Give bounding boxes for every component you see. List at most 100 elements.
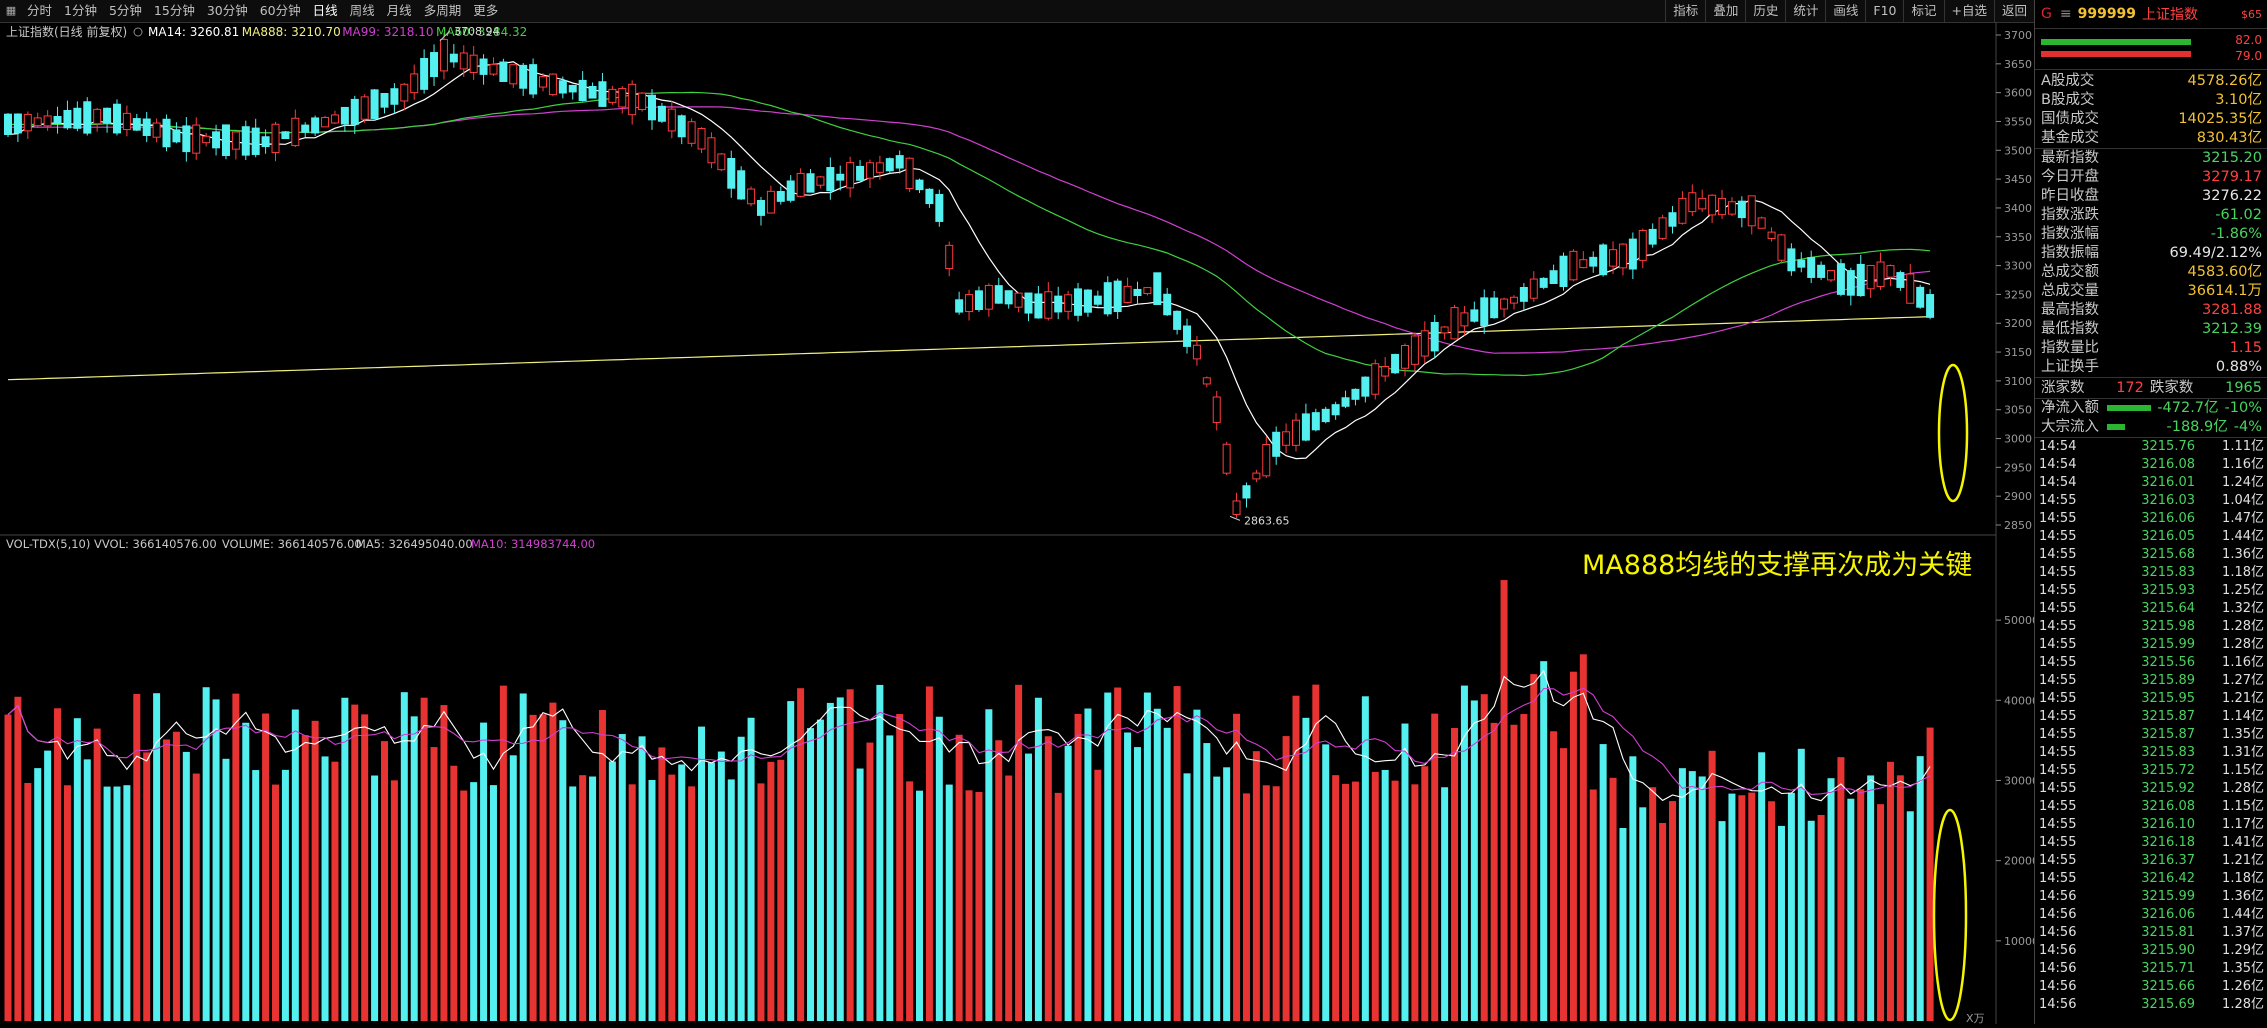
- candle: [312, 118, 319, 133]
- volume-bar: [440, 705, 447, 1021]
- candle: [341, 107, 348, 124]
- volume-bar: [1828, 778, 1835, 1021]
- volume-bar: [1193, 710, 1200, 1021]
- tick-time: 14:54: [2039, 474, 2115, 492]
- annotation-text: MA888均线的支撑再次成为关键: [1582, 550, 1972, 581]
- candle: [500, 62, 507, 81]
- volume-bar: [1283, 736, 1290, 1021]
- period-tab-4[interactable]: 30分钟: [201, 0, 254, 22]
- volume-bar: [1619, 828, 1626, 1021]
- tool-button-8[interactable]: 返回: [1994, 0, 2034, 22]
- candle: [1451, 308, 1458, 339]
- tick-amount: 1.32亿: [2195, 600, 2264, 618]
- volume-bar: [1164, 728, 1171, 1021]
- tick-price: 3215.81: [2115, 924, 2195, 942]
- menu-icon[interactable]: ≡: [2060, 6, 2072, 22]
- volume-bar: [1679, 768, 1686, 1021]
- volume-bar: [896, 714, 903, 1021]
- layout-icon[interactable]: ▦: [4, 4, 18, 18]
- tool-button-1[interactable]: 叠加: [1705, 0, 1745, 22]
- tool-button-2[interactable]: 历史: [1745, 0, 1785, 22]
- candle: [1748, 196, 1755, 226]
- tool-button-5[interactable]: F10: [1865, 0, 1903, 22]
- candle: [292, 118, 299, 145]
- candle: [153, 123, 160, 137]
- volume-bar: [718, 752, 725, 1021]
- candle: [688, 122, 695, 144]
- candle: [1223, 444, 1230, 473]
- candle: [1877, 262, 1884, 287]
- tick-amount: 1.35亿: [2195, 726, 2264, 744]
- quote-value: -61.02: [2215, 206, 2262, 225]
- volume-bar: [1550, 731, 1557, 1021]
- tool-button-0[interactable]: 指标: [1665, 0, 1705, 22]
- candle: [995, 286, 1002, 304]
- volume-bar: [866, 743, 873, 1021]
- tick-price: 3215.66: [2115, 978, 2195, 996]
- advance-decline: 涨家数 172 跌家数 1965: [2035, 378, 2267, 398]
- volume-bar: [5, 715, 12, 1021]
- period-tab-6[interactable]: 日线: [307, 0, 344, 22]
- tool-button-6[interactable]: 标记: [1903, 0, 1943, 22]
- period-tab-0[interactable]: 分时: [21, 0, 58, 22]
- volume-bar: [916, 791, 923, 1021]
- kline-chart[interactable]: 3700365036003550350034503400335033003250…: [0, 22, 2034, 1024]
- candle: [827, 168, 834, 191]
- candle: [1233, 501, 1240, 514]
- candle: [966, 295, 973, 312]
- y-tick-label: 3550: [2004, 115, 2032, 128]
- volume-bar: [688, 786, 695, 1021]
- tick-price: 3216.18: [2115, 834, 2195, 852]
- candle: [1084, 290, 1091, 312]
- flow-bar: [2107, 424, 2125, 430]
- volume-bar: [1748, 793, 1755, 1021]
- flow-percent: -10%: [2225, 399, 2262, 418]
- tool-button-3[interactable]: 统计: [1785, 0, 1825, 22]
- period-tab-7[interactable]: 周线: [344, 0, 381, 22]
- quote-value: -1.86%: [2211, 225, 2262, 244]
- period-tab-8[interactable]: 月线: [381, 0, 418, 22]
- period-tab-10[interactable]: 更多: [467, 0, 504, 22]
- volume-bar: [589, 777, 596, 1021]
- quote-value: 3.10亿: [2215, 91, 2262, 110]
- volume-bar: [1084, 709, 1091, 1021]
- volume-bar: [470, 782, 477, 1021]
- quote-label: 上证换手: [2041, 358, 2099, 377]
- period-tab-9[interactable]: 多周期: [418, 0, 468, 22]
- volume-bar: [460, 791, 467, 1021]
- volume-bar: [1184, 773, 1191, 1021]
- volume-bar: [44, 751, 51, 1021]
- candle: [34, 118, 41, 126]
- candle: [262, 137, 269, 147]
- quote-value: 3276.22: [2202, 187, 2262, 206]
- period-tab-1[interactable]: 1分钟: [58, 0, 103, 22]
- volume-bar: [1431, 714, 1438, 1021]
- flow-value: -188.9亿: [2167, 418, 2228, 437]
- candle: [1124, 286, 1131, 302]
- flow-row: 净流入额-472.7亿-10%: [2035, 399, 2267, 418]
- period-tab-5[interactable]: 60分钟: [254, 0, 307, 22]
- tool-button-4[interactable]: 画线: [1825, 0, 1865, 22]
- candle: [1203, 378, 1210, 384]
- volume-bar: [1699, 776, 1706, 1021]
- tool-button-7[interactable]: +自选: [1944, 0, 1994, 22]
- quote-value: 14025.35亿: [2178, 110, 2262, 129]
- period-tab-3[interactable]: 15分钟: [148, 0, 201, 22]
- volume-bar: [936, 717, 943, 1021]
- volume-bar: [1045, 736, 1052, 1021]
- volume-bar: [1778, 826, 1785, 1021]
- period-tab-2[interactable]: 5分钟: [103, 0, 148, 22]
